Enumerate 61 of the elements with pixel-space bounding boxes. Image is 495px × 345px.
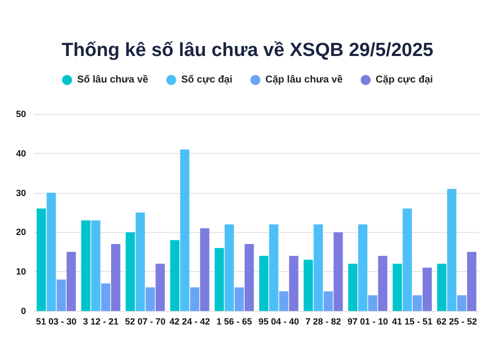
- bar: [56, 279, 66, 311]
- bar: [348, 264, 358, 311]
- bar: [234, 287, 244, 311]
- bar: [244, 244, 254, 311]
- bar: [126, 232, 135, 311]
- y-tick-label: 30: [16, 188, 26, 198]
- y-tick-label: 10: [16, 266, 26, 277]
- chart-title: Thống kê số lâu chưa về XSQB 29/5/2025: [62, 40, 434, 61]
- bar: [304, 260, 313, 311]
- y-tick-label: 50: [16, 109, 26, 119]
- x-tick-label: 42 24 - 42: [169, 316, 210, 326]
- x-tick-label: 1 56 - 65: [216, 316, 252, 326]
- bar: [111, 244, 120, 311]
- bar: [81, 220, 90, 311]
- bar: [422, 268, 432, 311]
- bar: [402, 208, 412, 311]
- bar: [46, 192, 56, 311]
- bar: [259, 256, 268, 311]
- bar: [136, 212, 145, 311]
- y-tick-label: 20: [16, 227, 26, 238]
- legend-label: Số lâu chưa về: [77, 74, 149, 86]
- bar: [457, 295, 466, 311]
- x-tick-label: 41 15 - 51: [392, 316, 433, 326]
- bar: [279, 291, 288, 311]
- legend-label: Cặp cực đại: [376, 74, 434, 86]
- bar: [101, 283, 110, 311]
- bar: [289, 256, 298, 311]
- bar: [447, 188, 456, 311]
- y-tick-label: 0: [20, 306, 26, 316]
- bar: [437, 264, 446, 311]
- bar: [170, 240, 180, 311]
- bar: [314, 224, 323, 311]
- bar: [324, 291, 333, 311]
- bar: [467, 252, 476, 311]
- x-tick-label: 52 07 - 70: [124, 316, 166, 326]
- x-tick-label: 62 25 - 52: [436, 316, 478, 326]
- x-tick-label: 7 28 - 82: [305, 316, 342, 326]
- y-tick-label: 40: [16, 148, 26, 158]
- x-tick-label: 95 04 - 40: [258, 316, 300, 326]
- bar: [146, 287, 155, 311]
- bar: [269, 224, 278, 311]
- bar: [224, 224, 234, 311]
- legend-label: Số cực đại: [181, 74, 233, 86]
- bar: [378, 256, 388, 311]
- bar: [358, 224, 368, 311]
- bar: [200, 228, 210, 311]
- bar: [91, 220, 100, 311]
- bar: [392, 264, 402, 311]
- bar: [214, 248, 224, 311]
- bar: [156, 264, 165, 311]
- x-tick-label: 97 01 - 10: [347, 316, 388, 326]
- bar: [180, 149, 190, 311]
- bar: [412, 295, 422, 311]
- bar: [190, 287, 200, 311]
- x-tick-label: 3 12 - 21: [82, 316, 119, 326]
- bar: [368, 295, 378, 311]
- bar: [334, 232, 343, 311]
- legend-label: Cặp lâu chưa về: [265, 74, 344, 86]
- x-tick-label: 51 03 - 30: [36, 316, 77, 326]
- bar: [66, 252, 76, 311]
- bar: [36, 208, 46, 311]
